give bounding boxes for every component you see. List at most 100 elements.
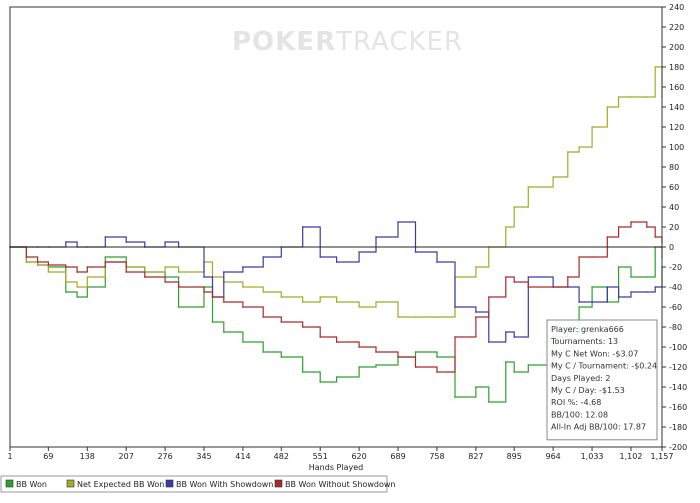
data-point-net-expected-bb-won [36,264,39,266]
x-tick-label: 69 [43,452,53,461]
data-point-bb-won [488,401,490,403]
x-tick-label: 1,157 [651,452,674,461]
data-point-bb-won-with-showdown [222,271,225,273]
legend-swatch [165,479,174,488]
data-point-bb-won [177,306,180,308]
y-tick-label: 160 [669,83,684,92]
y-tick-label: 40 [669,203,679,212]
stats-line: My C / Tournament: -$0.24 [551,362,657,371]
data-point-bb-won-with-showdown [65,241,67,243]
series-line-net-expected-bb-won [10,66,663,318]
y-tick-label: -160 [669,403,687,412]
data-point-bb-won-without-showdown [488,296,490,298]
data-point-bb-won [65,291,67,293]
x-tick-label: 895 [507,452,522,461]
data-point-bb-won-with-showdown [375,236,377,238]
data-point-bb-won [414,351,417,353]
legend-label: Net Expected BB Won [77,480,164,489]
axes: 240220200180160140120100806040200-20-40-… [7,3,687,461]
data-point-net-expected-bb-won [578,146,580,148]
stats-line: My C Net Won: -$3.07 [551,349,638,358]
y-tick-label: -20 [669,263,682,272]
stats-box-frame [546,319,658,441]
data-point-net-expected-bb-won [319,296,322,298]
data-point-bb-won-without-showdown [375,351,377,353]
data-point-bb-won-without-showdown [358,346,360,348]
x-tick-label: 482 [274,452,289,461]
x-tick-label: 1,033 [581,452,604,461]
data-point-bb-won [630,276,632,278]
data-point-bb-won-with-showdown [504,331,507,333]
data-point-net-expected-bb-won [527,186,530,188]
y-tick-label: 20 [669,223,679,232]
y-tick-label: -40 [669,283,682,292]
data-point-net-expected-bb-won [76,286,78,288]
data-point-bb-won-with-showdown [242,266,244,268]
data-point-bb-won-with-showdown [203,276,205,278]
data-point-bb-won-without-showdown [630,221,632,223]
data-point-bb-won-with-showdown [578,301,580,303]
data-point-net-expected-bb-won [654,66,657,68]
data-point-bb-won-without-showdown [319,336,322,338]
stats-line: ROI %: -4.68 [551,398,601,407]
y-tick-label: 60 [669,183,679,192]
y-tick-label: -100 [669,343,687,352]
data-point-bb-won-without-showdown [86,266,89,268]
data-point-bb-won-without-showdown [414,366,417,368]
data-point-bb-won-with-showdown [475,311,477,313]
data-point-bb-won [242,341,244,343]
stats-line: Tournaments: 13 [550,337,618,346]
data-point-bb-won-without-showdown [436,371,438,373]
data-point-bb-won-without-showdown [47,264,50,266]
stats-line: All-In Adj BB/100: 17.87 [551,423,646,432]
data-point-bb-won-without-showdown [454,336,456,338]
data-point-bb-won [645,276,648,278]
legend-swatch [5,479,14,488]
data-point-bb-won-without-showdown [606,236,609,238]
data-point-bb-won-without-showdown [76,271,78,273]
data-point-bb-won-without-showdown [242,306,244,308]
data-point-bb-won [76,296,78,298]
data-point-bb-won-without-showdown [475,316,477,318]
y-tick-label: 120 [669,123,684,132]
y-tick-label: -180 [669,423,687,432]
x-tick-label: 964 [546,452,561,461]
stats-line: Player: grenka666 [551,325,624,334]
data-point-net-expected-bb-won [591,126,593,128]
y-tick-label: 180 [669,63,684,72]
data-point-bb-won-with-showdown [513,336,516,338]
data-point-net-expected-bb-won [262,291,265,293]
data-point-net-expected-bb-won [301,301,304,303]
data-point-bb-won-with-showdown [335,261,338,263]
data-point-bb-won [591,286,593,288]
y-tick-label: 200 [669,43,684,52]
y-tick-label: 220 [669,23,684,32]
legend-label: BB Won [16,480,47,489]
x-tick-label: 414 [235,452,250,461]
data-point-bb-won-with-showdown [436,261,438,263]
data-point-bb-won-without-showdown [211,296,214,298]
legend-label: BB Won Without Showdown [285,480,395,489]
data-point-bb-won-without-showdown [280,321,283,323]
data-point-bb-won-with-showdown [645,291,648,293]
data-point-bb-won-without-showdown [552,286,554,288]
x-tick-label: 689 [390,452,405,461]
data-point-bb-won-without-showdown [203,291,205,293]
data-point-bb-won-with-showdown [164,241,166,243]
data-point-net-expected-bb-won [513,206,516,208]
data-point-net-expected-bb-won [436,316,438,318]
x-tick-label: 138 [80,452,95,461]
y-tick-label: -80 [669,323,682,332]
data-point-bb-won-without-showdown [567,276,569,278]
y-tick-label: 240 [669,3,684,12]
x-tick-label: 827 [468,452,483,461]
data-point-net-expected-bb-won [86,276,89,278]
data-point-bb-won-without-showdown [578,256,580,258]
data-point-bb-won-with-showdown [527,276,530,278]
data-point-bb-won-without-showdown [65,266,67,268]
watermark: POKERTRACKER [232,27,463,57]
data-point-net-expected-bb-won [397,316,399,318]
data-point-bb-won [262,351,265,353]
data-point-bb-won-without-showdown [262,316,265,318]
y-tick-label: 100 [669,143,684,152]
